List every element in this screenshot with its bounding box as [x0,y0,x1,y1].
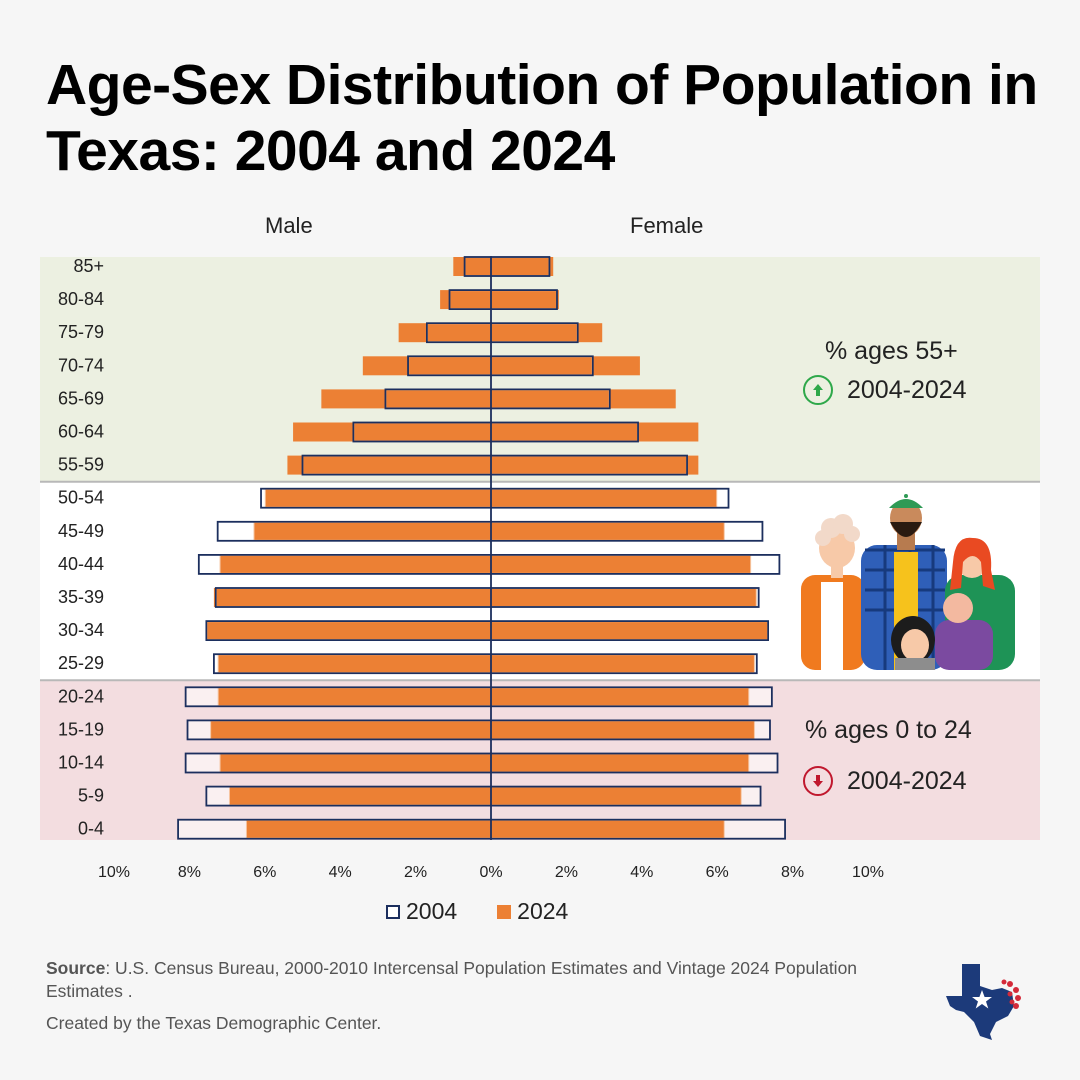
family-illustration [801,494,1015,670]
bar-overlap-male-75-79 [427,324,491,342]
older-annotation-period-row: 2004-2024 [803,375,967,405]
bar-overlap-male-80-84 [450,291,491,309]
source-text: : U.S. Census Bureau, 2000-2010 Intercen… [46,958,858,1001]
bar-overlap-male-55-59 [303,456,491,474]
age-label-45-49: 45-49 [58,521,104,541]
legend-2004-label: 2004 [406,898,458,924]
age-label-30-34: 30-34 [58,620,104,640]
x-tick-3: 4% [329,864,352,881]
age-label-25-29: 25-29 [58,653,104,673]
source-label: Source [46,958,106,978]
source-note: Source: U.S. Census Bureau, 2000-2010 In… [46,957,936,1003]
bar-overlap-female-40-44 [491,555,751,573]
chart-legend: 2004 2024 [386,898,568,925]
bar-overlap-male-10-14 [220,754,491,772]
bar-overlap-male-65-69 [386,390,491,408]
bar-overlap-male-40-44 [220,555,491,573]
age-label-75-79: 75-79 [58,322,104,342]
bar-overlap-male-30-34 [207,622,492,640]
bar-overlap-male-50-54 [265,489,491,507]
x-tick-0: 10% [98,864,130,881]
bar-overlap-male-0-4 [246,820,491,838]
x-tick-1: 8% [178,864,201,881]
age-label-65-69: 65-69 [58,388,104,408]
bar-overlap-male-60-64 [354,423,491,441]
x-tick-6: 2% [555,864,578,881]
bar-overlap-male-5-9 [229,787,492,805]
bar-overlap-female-35-39 [491,589,756,606]
age-label-35-39: 35-39 [58,587,104,607]
bar-overlap-female-5-9 [491,787,741,805]
arrow-down-circle-icon [803,766,833,796]
bar-overlap-male-45-49 [254,522,491,540]
bar-overlap-female-80-84 [491,291,556,309]
legend-2024-swatch [497,904,512,919]
age-label-80-84: 80-84 [58,289,104,309]
x-tick-8: 6% [706,864,729,881]
age-label-85+: 85+ [73,256,104,276]
texas-demographic-center-logo [946,964,1021,1040]
age-label-10-14: 10-14 [58,753,104,773]
bar-overlap-male-15-19 [211,721,491,739]
legend-2004-swatch [386,904,400,919]
age-label-60-64: 60-64 [58,422,104,442]
bar-overlap-female-25-29 [491,655,754,673]
age-label-0-4: 0-4 [78,819,104,839]
younger-annotation-period: 2004-2024 [847,766,967,795]
bar-overlap-female-20-24 [491,688,749,706]
age-label-20-24: 20-24 [58,686,104,706]
older-annotation-label: % ages 55+ [825,337,958,365]
bar-overlap-female-75-79 [491,324,577,342]
bar-overlap-female-30-34 [491,622,768,640]
younger-annotation-label: % ages 0 to 24 [805,716,972,744]
age-label-15-19: 15-19 [58,719,104,739]
bar-overlap-female-65-69 [491,390,609,408]
bar-overlap-female-85+ [491,258,549,275]
younger-annotation-period-row: 2004-2024 [803,766,967,796]
bar-overlap-male-35-39 [216,589,492,606]
bar-overlap-female-50-54 [491,489,717,507]
age-label-40-44: 40-44 [58,554,104,574]
arrow-up-circle-icon [803,375,833,405]
bar-overlap-female-55-59 [491,456,687,474]
bar-overlap-male-85+ [465,258,491,275]
age-label-70-74: 70-74 [58,355,104,375]
male-axis-label: Male [265,213,313,238]
x-tick-10: 10% [852,864,884,881]
age-label-5-9: 5-9 [78,786,104,806]
x-tick-7: 4% [630,864,653,881]
x-tick-4: 2% [404,864,427,881]
x-tick-9: 8% [781,864,804,881]
page-title: Age-Sex Distribution of Population in Te… [46,53,1038,183]
bar-overlap-female-0-4 [491,820,724,838]
female-axis-label: Female [630,213,704,238]
x-tick-2: 6% [253,864,276,881]
x-tick-5: 0% [479,864,502,881]
age-label-55-59: 55-59 [58,455,104,475]
age-label-50-54: 50-54 [58,488,104,508]
bar-overlap-male-25-29 [218,655,492,673]
bar-overlap-female-10-14 [491,754,749,772]
bar-overlap-male-70-74 [409,357,491,375]
bar-overlap-female-70-74 [491,357,592,375]
older-annotation-period: 2004-2024 [847,375,967,404]
bar-overlap-female-45-49 [491,522,724,540]
bar-overlap-female-60-64 [491,423,638,441]
bar-overlap-female-15-19 [491,721,754,739]
bar-overlap-male-20-24 [218,688,492,706]
legend-2024-label: 2024 [517,898,569,924]
created-by-note: Created by the Texas Demographic Center. [46,1013,382,1033]
